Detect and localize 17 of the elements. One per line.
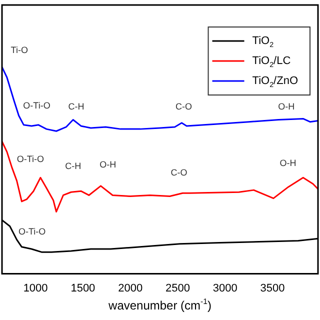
annotation: O-Ti-O xyxy=(16,154,44,164)
x-tick-label: 2500 xyxy=(165,282,190,294)
annotation: C-O xyxy=(175,102,192,112)
x-tick-label: 3500 xyxy=(260,282,285,294)
annotation: O-H xyxy=(278,102,295,112)
text: Ti-O xyxy=(10,45,28,56)
annotation: C-H xyxy=(65,160,82,171)
annotation: O-H xyxy=(100,159,116,170)
annotation: O-Ti-O xyxy=(23,100,50,110)
annotation: C-O xyxy=(170,167,188,178)
x-tick-label: 1500 xyxy=(70,282,96,294)
annotation: C-H xyxy=(68,102,84,112)
x-tick-label: 2000 xyxy=(118,282,143,294)
annotation: O-Ti-O xyxy=(18,226,46,237)
x-tick-label: 1000 xyxy=(23,282,48,294)
x-tick-label: 3000 xyxy=(212,282,238,294)
annotation: O-H xyxy=(280,158,296,168)
